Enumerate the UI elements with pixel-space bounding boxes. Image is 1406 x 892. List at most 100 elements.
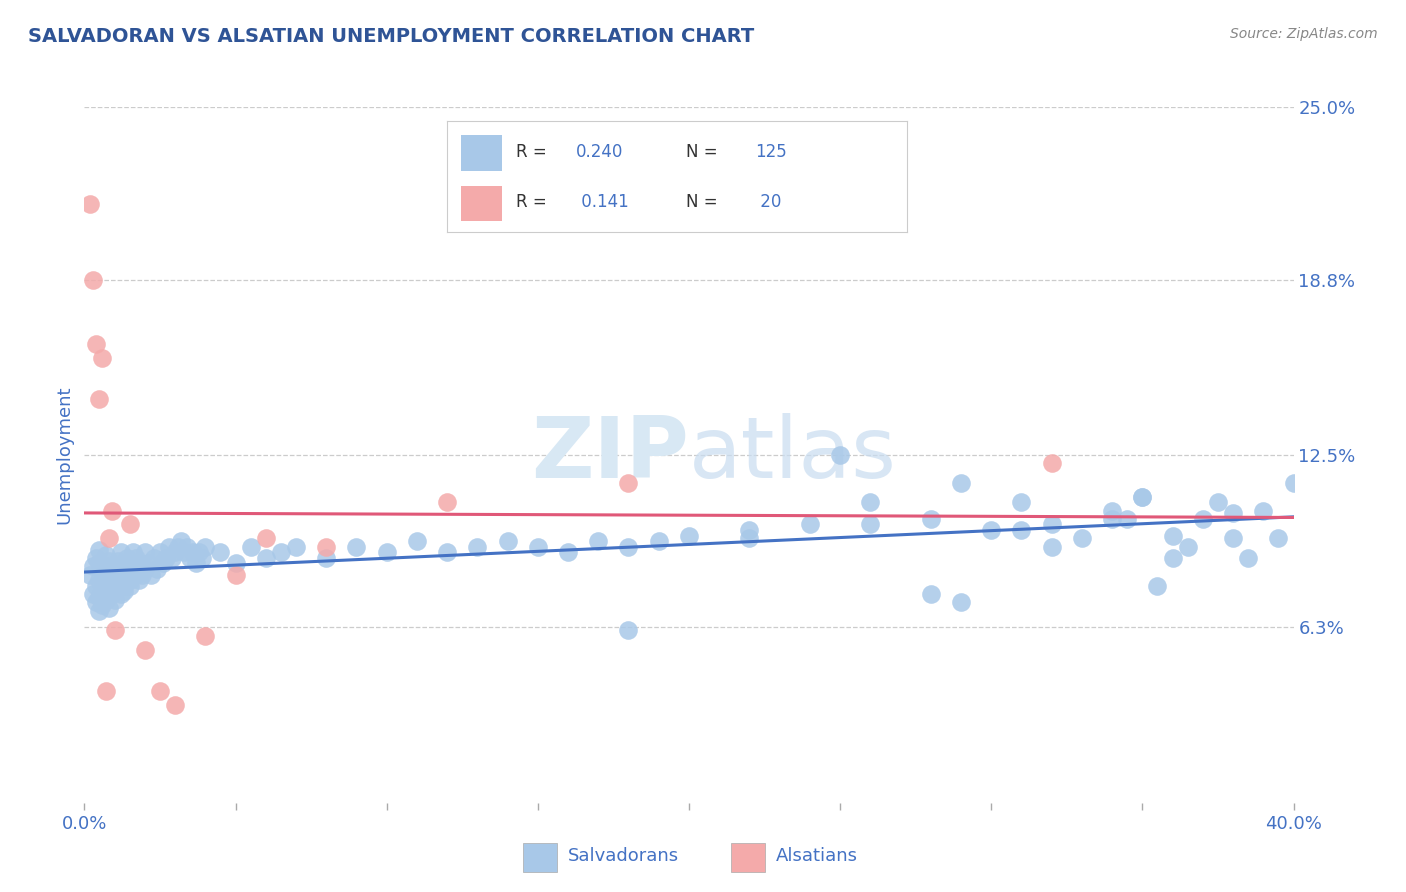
Point: [94, 684, 117, 698]
Point: [94, 559, 117, 574]
Text: Salvadorans: Salvadorans: [568, 847, 679, 865]
Point: [134, 545, 156, 559]
Point: [91, 598, 114, 612]
Point: [1253, 503, 1275, 517]
Point: [194, 629, 217, 643]
Point: [97, 567, 120, 582]
Point: [139, 567, 162, 582]
Point: [82, 559, 104, 574]
Point: [152, 557, 174, 571]
Point: [1161, 550, 1184, 565]
Point: [648, 534, 671, 549]
Point: [97, 601, 120, 615]
Point: [100, 503, 122, 517]
Point: [186, 557, 208, 571]
Point: [1101, 512, 1123, 526]
Text: Alsatians: Alsatians: [776, 847, 858, 865]
Point: [155, 550, 177, 565]
Point: [496, 534, 519, 549]
Point: [100, 576, 122, 591]
Point: [617, 624, 640, 638]
Point: [118, 573, 141, 587]
Point: [1282, 475, 1305, 490]
Point: [1116, 512, 1139, 526]
Point: [125, 567, 148, 582]
Y-axis label: Unemployment: Unemployment: [55, 385, 73, 524]
Point: [86, 595, 108, 609]
Text: atlas: atlas: [689, 413, 897, 497]
Point: [617, 475, 640, 490]
Point: [980, 523, 1002, 537]
Point: [799, 517, 821, 532]
Point: [157, 540, 180, 554]
Point: [920, 587, 942, 601]
Point: [830, 448, 852, 462]
Point: [149, 545, 172, 559]
Point: [1222, 507, 1244, 521]
Point: [118, 579, 141, 593]
Point: [165, 545, 187, 559]
Point: [121, 562, 143, 576]
Point: [115, 567, 138, 582]
Point: [118, 517, 141, 532]
Point: [128, 573, 150, 587]
Point: [104, 570, 127, 584]
Point: [149, 684, 172, 698]
Point: [89, 590, 111, 604]
Point: [436, 495, 458, 509]
Point: [617, 540, 640, 554]
Text: ZIP: ZIP: [531, 413, 689, 497]
Point: [254, 532, 277, 546]
Point: [128, 557, 150, 571]
Point: [406, 534, 429, 549]
Point: [950, 475, 973, 490]
Point: [121, 545, 143, 559]
Point: [167, 540, 190, 554]
Point: [79, 197, 101, 211]
Point: [110, 567, 132, 582]
Point: [86, 336, 108, 351]
Point: [315, 550, 337, 565]
Point: [97, 532, 120, 546]
Point: [1222, 532, 1244, 546]
Point: [346, 540, 368, 554]
Point: [557, 545, 579, 559]
Point: [176, 540, 198, 554]
Point: [100, 565, 122, 579]
Point: [160, 550, 183, 565]
Point: [1011, 523, 1033, 537]
Point: [131, 567, 153, 582]
Point: [375, 545, 398, 559]
Point: [1192, 512, 1215, 526]
Point: [254, 550, 277, 565]
Point: [1130, 490, 1153, 504]
Point: [950, 595, 973, 609]
Point: [191, 550, 214, 565]
Point: [107, 554, 129, 568]
Point: [738, 523, 761, 537]
Point: [1011, 495, 1033, 509]
Point: [91, 582, 114, 596]
Point: [82, 587, 104, 601]
Point: [115, 550, 138, 565]
Point: [94, 576, 117, 591]
Point: [1040, 540, 1063, 554]
FancyBboxPatch shape: [523, 843, 557, 872]
Point: [104, 624, 127, 638]
Text: Source: ZipAtlas.com: Source: ZipAtlas.com: [1230, 27, 1378, 41]
Point: [588, 534, 610, 549]
Point: [1237, 550, 1260, 565]
Point: [134, 562, 156, 576]
Point: [1161, 528, 1184, 542]
Point: [134, 642, 156, 657]
Point: [436, 545, 458, 559]
Point: [104, 592, 127, 607]
Point: [94, 548, 117, 562]
Point: [125, 550, 148, 565]
Point: [94, 592, 117, 607]
Point: [89, 604, 111, 618]
Point: [86, 550, 108, 565]
Point: [107, 576, 129, 591]
Point: [97, 584, 120, 599]
Point: [112, 562, 135, 576]
